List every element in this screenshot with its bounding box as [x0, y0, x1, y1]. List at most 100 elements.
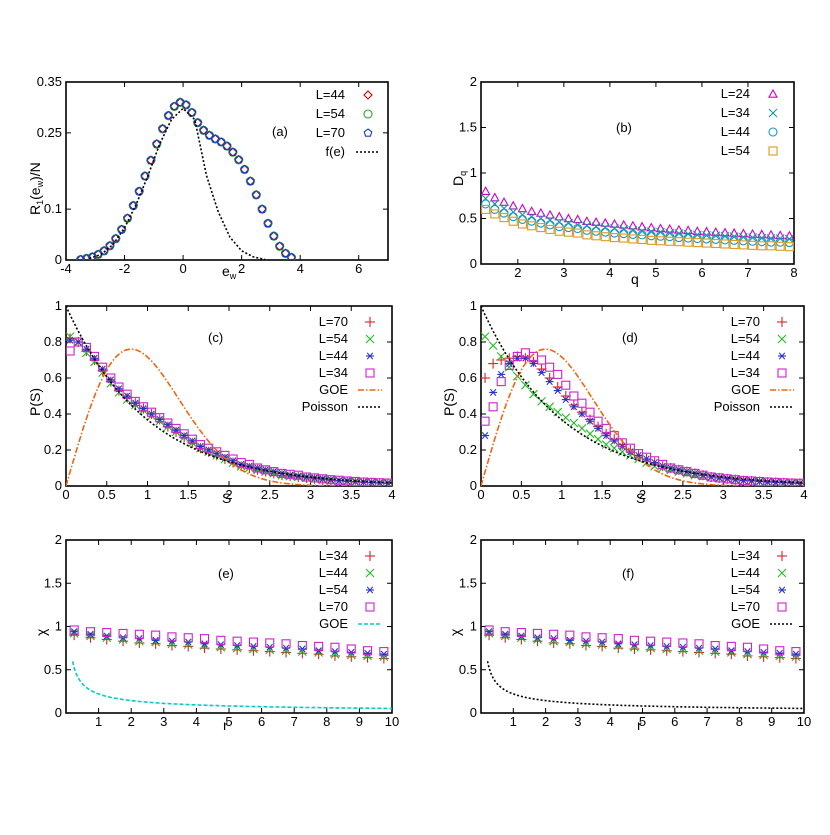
- panel-a-legend-label: L=44: [316, 87, 345, 102]
- panel-a-series-0: [75, 97, 297, 260]
- panel-e-legend-label: L=34: [319, 548, 348, 563]
- panel-a-point: [234, 155, 244, 164]
- panel-a-series-2: [76, 97, 296, 260]
- panel-e-xtick-label: 8: [323, 714, 330, 729]
- panel-e-point: [379, 650, 388, 658]
- panel-c-curve-5: [66, 306, 392, 484]
- panel-b-point: [701, 238, 712, 248]
- panel-d-point: [481, 373, 491, 383]
- panel-c-point: [179, 429, 189, 439]
- panel-d-legend-label: L=70: [731, 314, 760, 329]
- panel-d-legend-label: Poisson: [714, 399, 760, 414]
- panel-a-ytick-label: 0.1: [44, 201, 62, 216]
- panel-d-point: [593, 416, 603, 426]
- panel-b-point: [665, 236, 675, 246]
- panel-d-point: [528, 356, 539, 367]
- panel-f-ytick-label: 1.5: [459, 575, 477, 590]
- panel-d-point: [537, 369, 546, 377]
- panel-f-point: [791, 650, 800, 658]
- panel-d-point: [488, 341, 498, 350]
- panel-f-xtick-label: 7: [703, 714, 710, 729]
- panel-f-point: [614, 640, 623, 648]
- panel-b-point: [775, 230, 786, 240]
- panel-c-xtick-label: 2: [225, 487, 232, 502]
- panel-f-point: [726, 641, 736, 651]
- panel-b-point: [517, 203, 528, 213]
- panel-d-ytick-label: 1: [470, 298, 477, 313]
- panel-e-point: [183, 633, 193, 643]
- panel-e-series-4: [71, 661, 392, 710]
- panel-b-point: [674, 237, 684, 247]
- panel-c-point: [98, 362, 108, 372]
- panel-e-legend-label: L=70: [319, 599, 348, 614]
- panel-b-xlabel: q: [631, 271, 639, 287]
- panel-a-xtick-label: 4: [297, 261, 304, 276]
- panel-f-tag: (f): [622, 566, 634, 581]
- panel-a-ytick-label: 0.35: [37, 74, 62, 89]
- panel-d-point: [569, 403, 578, 411]
- panel-f-xtick-label: 4: [607, 714, 614, 729]
- panel-d-point: [537, 355, 547, 365]
- panel-e-point: [134, 637, 145, 648]
- panel-b-point: [766, 229, 776, 239]
- panel-e-ytick-label: 2: [55, 532, 62, 547]
- panel-e-series-2: [70, 628, 388, 658]
- panel-d-xtick-label: 0.5: [512, 487, 530, 502]
- panel-f-point: [580, 640, 591, 651]
- panel-f-series-2: [485, 628, 800, 658]
- panel-e-point: [200, 634, 210, 644]
- panel-d-point: [586, 417, 595, 425]
- panel-b-point: [609, 228, 620, 238]
- panel-a-ytick-label: 0: [55, 252, 62, 267]
- panel-f-point: [645, 644, 656, 655]
- panel-c-ytick-label: 0.6: [44, 370, 62, 385]
- panel-d-point: [594, 424, 603, 432]
- panel-d-point: [504, 360, 514, 370]
- panel-b-point: [573, 228, 583, 238]
- panel-c-point: [90, 357, 99, 367]
- panel-c-xtick-label: 0.5: [98, 487, 116, 502]
- panel-a-point: [134, 186, 144, 196]
- panel-b-point: [591, 222, 601, 232]
- panel-f-xtick-label: 8: [736, 714, 743, 729]
- panel-c-point: [122, 389, 132, 399]
- panel-f-point: [646, 636, 656, 646]
- panel-d-point: [625, 443, 635, 453]
- panel-d-point: [602, 432, 611, 440]
- panel-d-point: [497, 370, 506, 378]
- panel-f-point: [581, 632, 591, 642]
- panel-e-xtick-label: 3: [160, 714, 167, 729]
- panel-b-point: [554, 217, 564, 227]
- panel-f-point: [613, 634, 623, 644]
- panel-f-legend-label: L=44: [731, 565, 760, 580]
- panel-f-point: [759, 644, 769, 654]
- panel-b-legend-swatch: [768, 127, 778, 137]
- panel-f-xlabel: r: [637, 717, 642, 733]
- panel-e-curve-4: [71, 661, 392, 710]
- panel-b-legend-swatch: [768, 108, 778, 118]
- panel-e-point: [329, 650, 340, 661]
- panel-a-point: [76, 254, 86, 260]
- panel-c-ytick-label: 0: [55, 478, 62, 493]
- panel-b-xtick-label: 3: [560, 265, 567, 280]
- panel-b-point: [784, 242, 794, 252]
- panel-c-plot-area: [66, 306, 392, 486]
- panel-f-ytick-label: 0.5: [459, 662, 477, 677]
- panel-c-point: [66, 336, 75, 344]
- panel-b-point: [646, 222, 657, 232]
- panel-b-ytick-label: 0: [470, 256, 477, 271]
- panel-d-point: [763, 478, 772, 486]
- panel-e-point: [248, 637, 258, 647]
- panel-c-legend-swatch: [365, 368, 375, 378]
- panel-b-ytick-label: 2: [470, 74, 477, 89]
- panel-b-point: [600, 232, 610, 242]
- panel-b-point: [655, 231, 666, 241]
- panel-f-point: [775, 646, 785, 656]
- panel-f-point: [742, 642, 753, 652]
- panel-d-point: [545, 362, 555, 372]
- panel-b-xtick-label: 2: [514, 265, 521, 280]
- panel-a-ylabel-tail: (e: [27, 187, 43, 200]
- panel-a-tag: (a): [272, 124, 288, 139]
